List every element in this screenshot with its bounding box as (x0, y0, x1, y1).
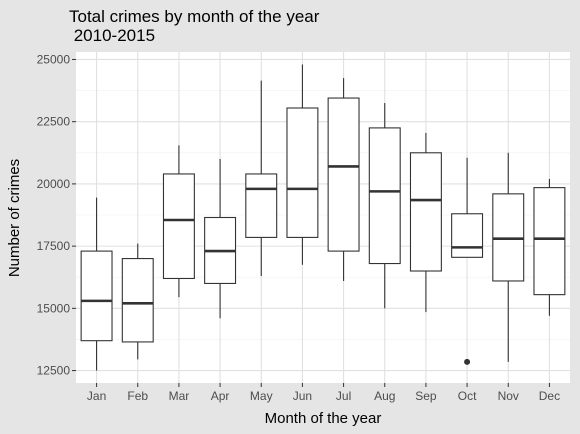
x-tick-label: Nov (498, 389, 519, 403)
box-jan (80, 197, 113, 371)
y-tick-label: 25000 (37, 52, 71, 66)
box-iqr (327, 97, 360, 252)
plot-panel (76, 52, 570, 383)
box-iqr (286, 107, 319, 238)
box-nov (492, 152, 525, 362)
y-tick-label: 22500 (37, 115, 71, 129)
box-iqr (533, 187, 566, 296)
x-tick-label: Dec (539, 389, 560, 403)
x-tick-label: Sep (415, 389, 437, 403)
y-axis-title: Number of crimes (6, 159, 23, 277)
y-axis-ticks: 12500 15000 17500 20000 22500 25000 (37, 52, 76, 378)
chart-title-line-2: 2010-2015 (69, 26, 155, 45)
box-aug (368, 103, 401, 309)
box-iqr (121, 258, 154, 343)
x-axis-title: Month of the year (265, 410, 382, 427)
box-sep (409, 132, 442, 313)
box-jun (286, 64, 319, 265)
box-oct (451, 157, 484, 365)
box-iqr (409, 152, 442, 272)
box-iqr (451, 213, 484, 258)
y-tick-label: 15000 (37, 301, 71, 315)
box-dec (533, 178, 566, 316)
box-iqr (245, 173, 278, 238)
box-feb (121, 243, 154, 360)
box-series (80, 64, 566, 371)
box-may (245, 80, 278, 276)
box-apr (204, 159, 237, 319)
x-axis-ticks: Jan Feb Mar Apr May Jun Jul Aug Sep Oct Nov Dec (87, 383, 560, 403)
box-mar (162, 145, 195, 298)
y-tick-label: 17500 (37, 239, 71, 253)
x-tick-label: Aug (374, 389, 395, 403)
x-tick-label: May (250, 389, 273, 403)
x-tick-label: Jul (336, 389, 351, 403)
y-tick-label: 12500 (37, 364, 71, 378)
chart-title-line-1: Total crimes by month of the year (69, 7, 320, 26)
chart-title: Total crimes by month of the year 2010-2… (69, 7, 324, 45)
x-tick-label: Feb (127, 389, 148, 403)
x-tick-label: Jan (87, 389, 106, 403)
outlier-point (464, 358, 471, 365)
box-iqr (162, 173, 195, 280)
box-iqr (368, 127, 401, 265)
x-tick-label: Oct (458, 389, 477, 403)
box-iqr (80, 250, 113, 342)
y-tick-label: 20000 (37, 177, 71, 191)
x-tick-label: Mar (169, 389, 190, 403)
x-tick-label: Apr (211, 389, 230, 403)
box-jul (327, 78, 360, 281)
x-tick-label: Jun (293, 389, 312, 403)
